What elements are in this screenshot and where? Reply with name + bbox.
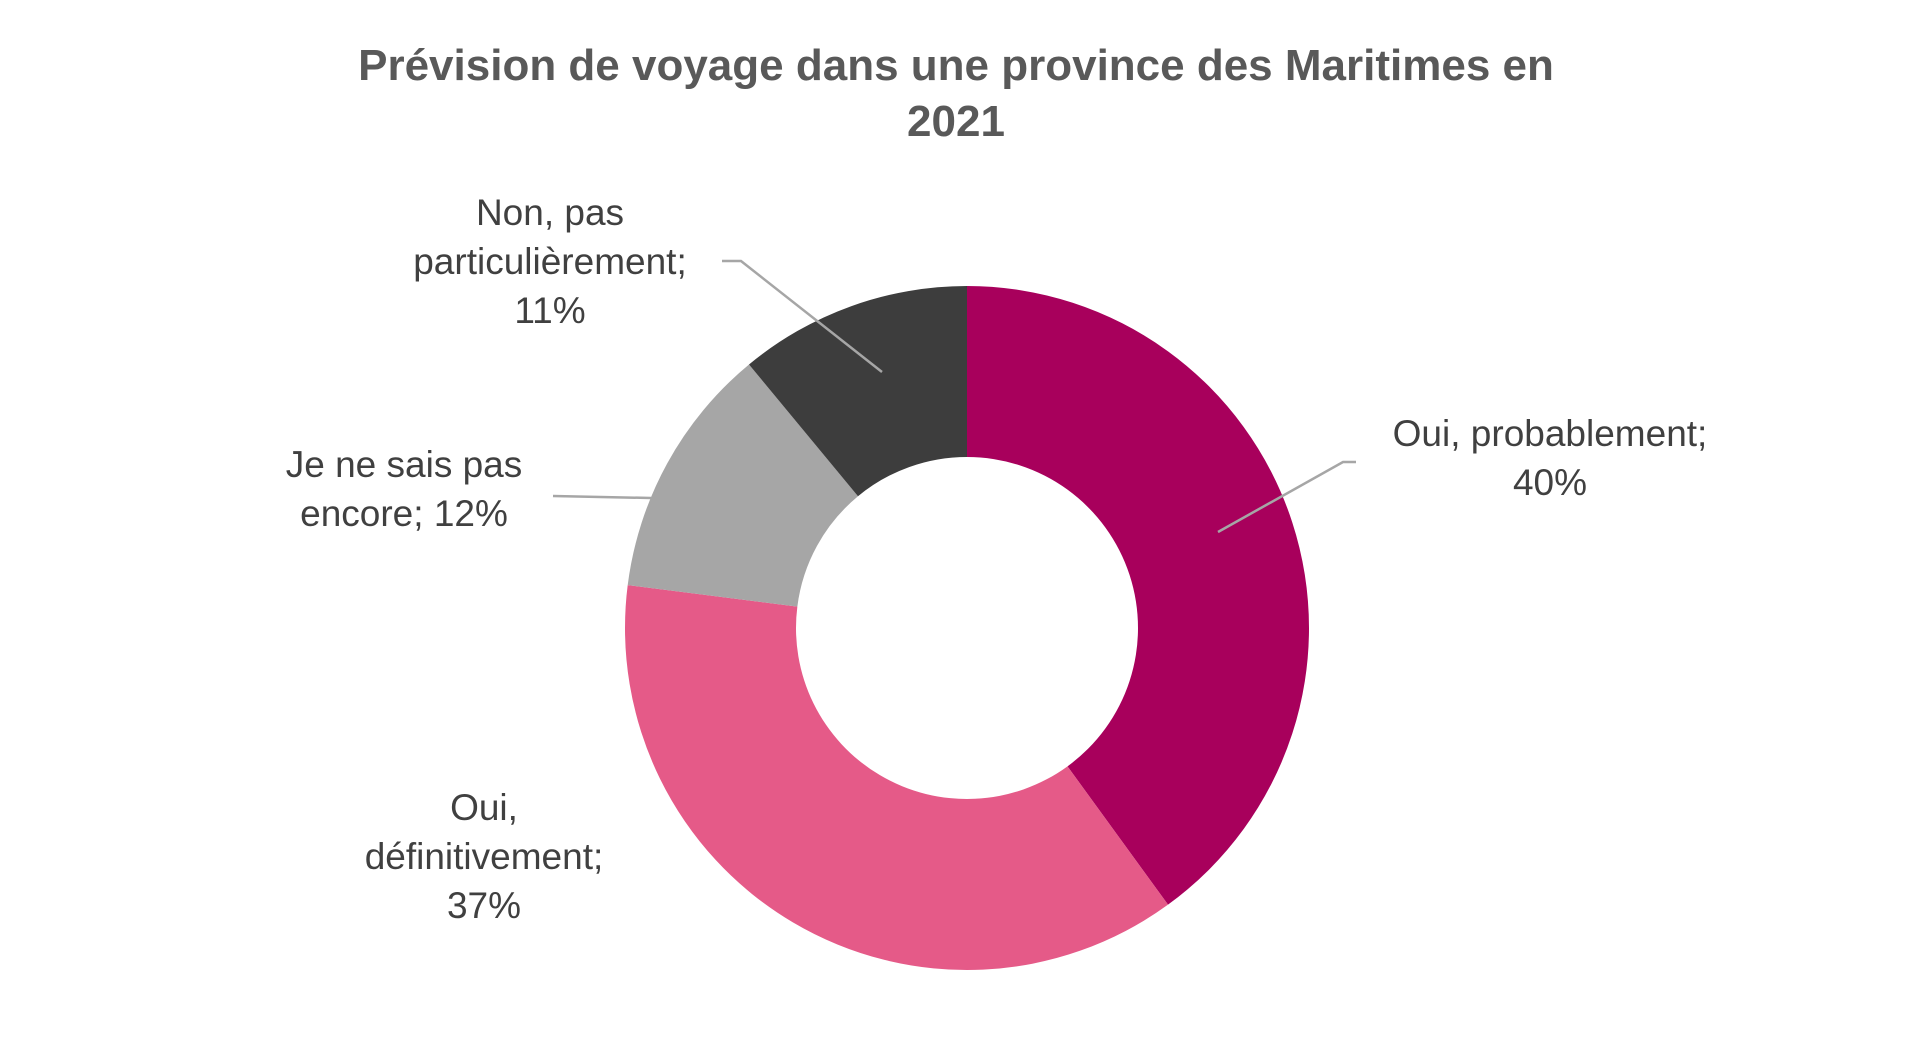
donut-slice-3 bbox=[627, 364, 859, 607]
slice-label-4: Non, pas particulièrement; 11% bbox=[413, 192, 687, 331]
donut-slices bbox=[625, 286, 1309, 971]
slice-label-1-line-2: 40% bbox=[1513, 462, 1587, 503]
slice-label-2-line-3: 37% bbox=[447, 885, 521, 926]
slice-label-3-line-1: Je ne sais pas bbox=[286, 444, 523, 485]
donut-slice-2 bbox=[625, 585, 1169, 971]
chart-title: Prévision de voyage dans une province de… bbox=[0, 38, 1912, 150]
chart-title-line-2: 2021 bbox=[907, 97, 1005, 146]
slice-label-3-line-2: encore; 12% bbox=[300, 493, 508, 534]
donut-slice-1 bbox=[967, 286, 1309, 905]
leader-lines bbox=[552, 259, 1356, 534]
slice-labels: Oui, probablement; 40% Oui, définitivement;… bbox=[286, 192, 1708, 926]
chart-title-line-1: Prévision de voyage dans une province de… bbox=[358, 41, 1554, 90]
leader-line-3 bbox=[552, 494, 652, 500]
leader-line-4 bbox=[722, 259, 883, 373]
slice-label-4-line-2: particulièrement; bbox=[413, 241, 687, 282]
leader-line-1 bbox=[1217, 460, 1356, 534]
donut-slice-4 bbox=[749, 286, 967, 497]
slice-label-3: Je ne sais pas encore; 12% bbox=[286, 444, 523, 534]
slice-label-4-line-3: 11% bbox=[514, 290, 585, 331]
slice-label-2-line-2: définitivement; bbox=[365, 836, 604, 877]
slice-label-4-line-1: Non, pas bbox=[476, 192, 624, 233]
slice-label-1-line-1: Oui, probablement; bbox=[1393, 413, 1708, 454]
slice-label-1: Oui, probablement; 40% bbox=[1393, 413, 1708, 503]
slice-label-2: Oui, définitivement; 37% bbox=[365, 787, 604, 926]
slice-label-2-line-1: Oui, bbox=[450, 787, 518, 828]
